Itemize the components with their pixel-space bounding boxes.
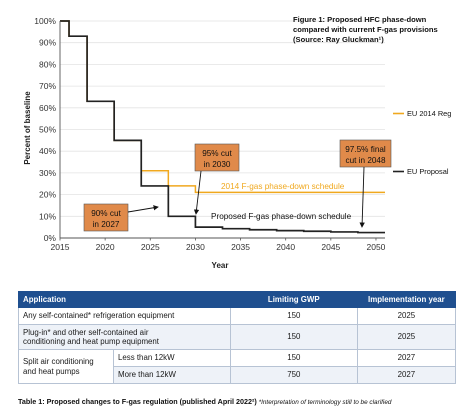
y-tick-label: 10% <box>39 211 56 221</box>
table-cell-application: Plug-in* and other self-contained air co… <box>18 324 231 350</box>
table-cell-year: 2027 <box>356 349 457 367</box>
figure-caption-line-2: compared with current F-gas provisions <box>293 25 438 34</box>
callout-2048-line-2: cut in 2048 <box>345 156 386 165</box>
table-caption: Table 1: Proposed changes to F-gas regul… <box>18 397 391 406</box>
series-line-eu-proposal <box>60 20 385 234</box>
x-tick-label: 2050 <box>367 242 386 252</box>
callout-2027-line-1: 90% cut <box>91 209 121 218</box>
y-tick-label: 90% <box>39 38 56 48</box>
table-cell-year: 2025 <box>356 324 457 350</box>
table-caption-title: Table 1: Proposed changes to F-gas regul… <box>18 397 257 406</box>
callout-2030-box <box>194 143 240 172</box>
x-tick-label: 2030 <box>186 242 205 252</box>
header-limiting-gwp: Limiting GWP <box>229 291 358 308</box>
callout-2027-arrow <box>127 205 159 213</box>
table-row: Split air conditioning and heat pumps Le… <box>18 349 457 384</box>
annotation-2014-schedule: 2014 F-gas phase-down schedule <box>221 182 345 191</box>
callout-2027-box <box>83 203 129 232</box>
table-caption-note: *Interpretation of terminology still to … <box>256 399 392 406</box>
table-row: More than 12kW 750 2027 <box>19 366 457 384</box>
x-tick-label: 2020 <box>96 242 115 252</box>
y-tick-label: 40% <box>39 146 56 156</box>
x-tick-label: 2035 <box>231 242 250 252</box>
callout-2048-box <box>339 139 392 168</box>
legend: EU 2014 Reg EU Proposal <box>393 109 451 176</box>
table-cell-gwp: 750 <box>229 366 358 384</box>
callout-2027: 90% cut in 2027 <box>83 203 159 232</box>
table-cell-application: Any self-contained* refrigeration equipm… <box>18 307 231 325</box>
y-tick-label: 70% <box>39 81 56 91</box>
figure-caption-line-1: Figure 1: Proposed HFC phase-down <box>293 15 427 24</box>
table-cell-gwp: 150 <box>229 349 358 367</box>
y-tick-label: 100% <box>34 16 56 26</box>
table-header-row: Application Limiting GWP Implementation … <box>18 291 457 308</box>
x-tick-label: 2025 <box>141 242 160 252</box>
x-tick-label: 2015 <box>51 242 70 252</box>
callout-2030-arrow <box>193 170 202 215</box>
callout-2030-line-2: in 2030 <box>204 160 231 169</box>
table-cell-year: 2025 <box>356 307 457 325</box>
table-row: Any self-contained* refrigeration equipm… <box>18 307 457 325</box>
callout-2030: 95% cut in 2030 <box>193 143 240 215</box>
y-tick-label: 50% <box>39 125 56 135</box>
x-tick-label: 2040 <box>276 242 295 252</box>
y-axis-label: Percent of baseline <box>23 91 32 165</box>
legend-label-eu-2014-reg: EU 2014 Reg <box>407 109 451 118</box>
chart: 0% 10% 20% 30% 40% 50% 60% 70% 80% 90% 100% 2015 202… <box>23 15 451 270</box>
y-tick-label: 30% <box>39 168 56 178</box>
y-tick-label: 60% <box>39 103 56 113</box>
application-line-2: and heat pumps <box>23 366 80 376</box>
table-cell-gwp: 150 <box>229 307 358 325</box>
application-line-1: Plug-in* and other self-contained air <box>23 327 149 337</box>
table-cell-year: 2027 <box>356 366 457 384</box>
callout-2048-line-1: 97.5% final <box>345 145 386 154</box>
x-axis-label: Year <box>212 261 229 270</box>
header-application: Application <box>18 291 231 308</box>
header-implementation-year: Implementation year <box>356 291 457 308</box>
x-tick-label: 2045 <box>321 242 340 252</box>
table-cell-gwp: 150 <box>229 324 358 350</box>
callout-2027-line-2: in 2027 <box>93 220 120 229</box>
table-row: Plug-in* and other self-contained air co… <box>18 324 457 350</box>
callout-2048: 97.5% final cut in 2048 <box>339 139 392 228</box>
figure-caption-line-3: (Source: Ray Gluckman¹) <box>293 35 384 44</box>
tick-labels: 0% 10% 20% 30% 40% 50% 60% 70% 80% 90% 100% 2015 202… <box>34 16 385 252</box>
callout-2048-arrow <box>359 166 365 228</box>
callout-2030-line-1: 95% cut <box>202 149 232 158</box>
table-cell-subcategory: More than 12kW <box>113 366 231 384</box>
series-layer <box>60 20 385 234</box>
application-line-2: conditioning and heat pump equipment <box>23 337 159 346</box>
application-line-1: Split air conditioning <box>23 357 94 366</box>
legend-label-eu-proposal: EU Proposal <box>407 167 449 176</box>
table-cell-application: Split air conditioning and heat pumps <box>18 349 114 384</box>
y-tick-label: 80% <box>39 59 56 69</box>
annotation-proposed-schedule: Proposed F-gas phase-down schedule <box>211 212 352 221</box>
table-cell-subcategory: Less than 12kW <box>113 349 231 367</box>
y-tick-label: 20% <box>39 190 56 200</box>
y-tick-label: 0% <box>44 233 57 243</box>
regulation-table: Application Limiting GWP Implementation … <box>18 291 457 384</box>
